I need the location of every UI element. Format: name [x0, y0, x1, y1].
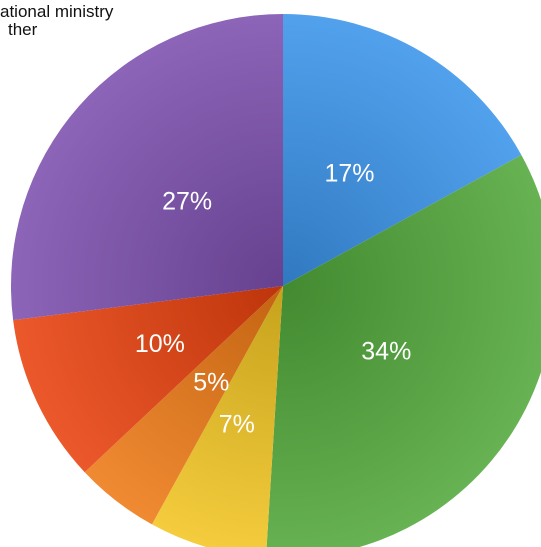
slice-17-percent [283, 14, 522, 286]
slice-5-percent [84, 286, 283, 525]
slice-17-percent-label: 17% [324, 160, 374, 188]
legend-entry-other: ther [8, 20, 38, 39]
slice-10-percent-label: 10% [135, 330, 185, 358]
slice-10-percent [13, 286, 283, 473]
slice-34-percent-label: 34% [361, 338, 411, 366]
slice-5-percent-label: 5% [193, 368, 229, 396]
slice-27-percent [10, 13, 284, 321]
pie-labels: 17% 34% 7% 5% 10% 27% [135, 160, 411, 439]
legend-entry-national-ministry: ational ministry [0, 2, 114, 21]
slice-27-percent-label: 27% [162, 188, 212, 216]
slice-7-percent [151, 286, 283, 547]
slice-34-percent [266, 154, 541, 547]
chart-legend: ational ministry ther [0, 3, 113, 39]
pie-slices [10, 13, 541, 547]
slice-7-percent-label: 7% [219, 410, 255, 438]
